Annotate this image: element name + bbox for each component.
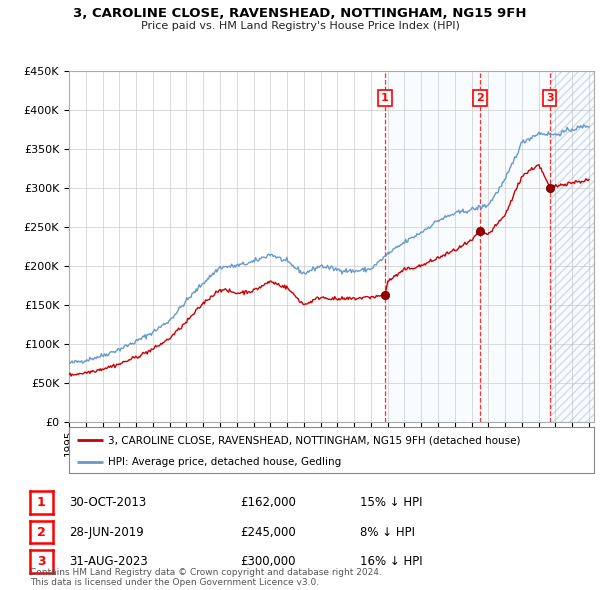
Bar bbox=[385, 71, 594, 422]
Bar bbox=[550, 71, 594, 422]
Text: 3: 3 bbox=[37, 555, 46, 568]
Text: 1: 1 bbox=[37, 496, 46, 509]
Text: £162,000: £162,000 bbox=[240, 496, 296, 509]
Text: 3, CAROLINE CLOSE, RAVENSHEAD, NOTTINGHAM, NG15 9FH: 3, CAROLINE CLOSE, RAVENSHEAD, NOTTINGHA… bbox=[73, 7, 527, 20]
Text: HPI: Average price, detached house, Gedling: HPI: Average price, detached house, Gedl… bbox=[109, 457, 341, 467]
Text: 3, CAROLINE CLOSE, RAVENSHEAD, NOTTINGHAM, NG15 9FH (detached house): 3, CAROLINE CLOSE, RAVENSHEAD, NOTTINGHA… bbox=[109, 435, 521, 445]
Text: Contains HM Land Registry data © Crown copyright and database right 2024.
This d: Contains HM Land Registry data © Crown c… bbox=[30, 568, 382, 587]
Text: £245,000: £245,000 bbox=[240, 526, 296, 539]
Text: £300,000: £300,000 bbox=[240, 555, 296, 568]
Text: 8% ↓ HPI: 8% ↓ HPI bbox=[360, 526, 415, 539]
Text: 2: 2 bbox=[476, 93, 484, 103]
Text: 15% ↓ HPI: 15% ↓ HPI bbox=[360, 496, 422, 509]
Text: 2: 2 bbox=[37, 526, 46, 539]
Text: 3: 3 bbox=[546, 93, 554, 103]
Text: 31-AUG-2023: 31-AUG-2023 bbox=[69, 555, 148, 568]
Text: 16% ↓ HPI: 16% ↓ HPI bbox=[360, 555, 422, 568]
Text: 28-JUN-2019: 28-JUN-2019 bbox=[69, 526, 144, 539]
Text: 30-OCT-2013: 30-OCT-2013 bbox=[69, 496, 146, 509]
Text: 1: 1 bbox=[381, 93, 389, 103]
Text: Price paid vs. HM Land Registry's House Price Index (HPI): Price paid vs. HM Land Registry's House … bbox=[140, 21, 460, 31]
